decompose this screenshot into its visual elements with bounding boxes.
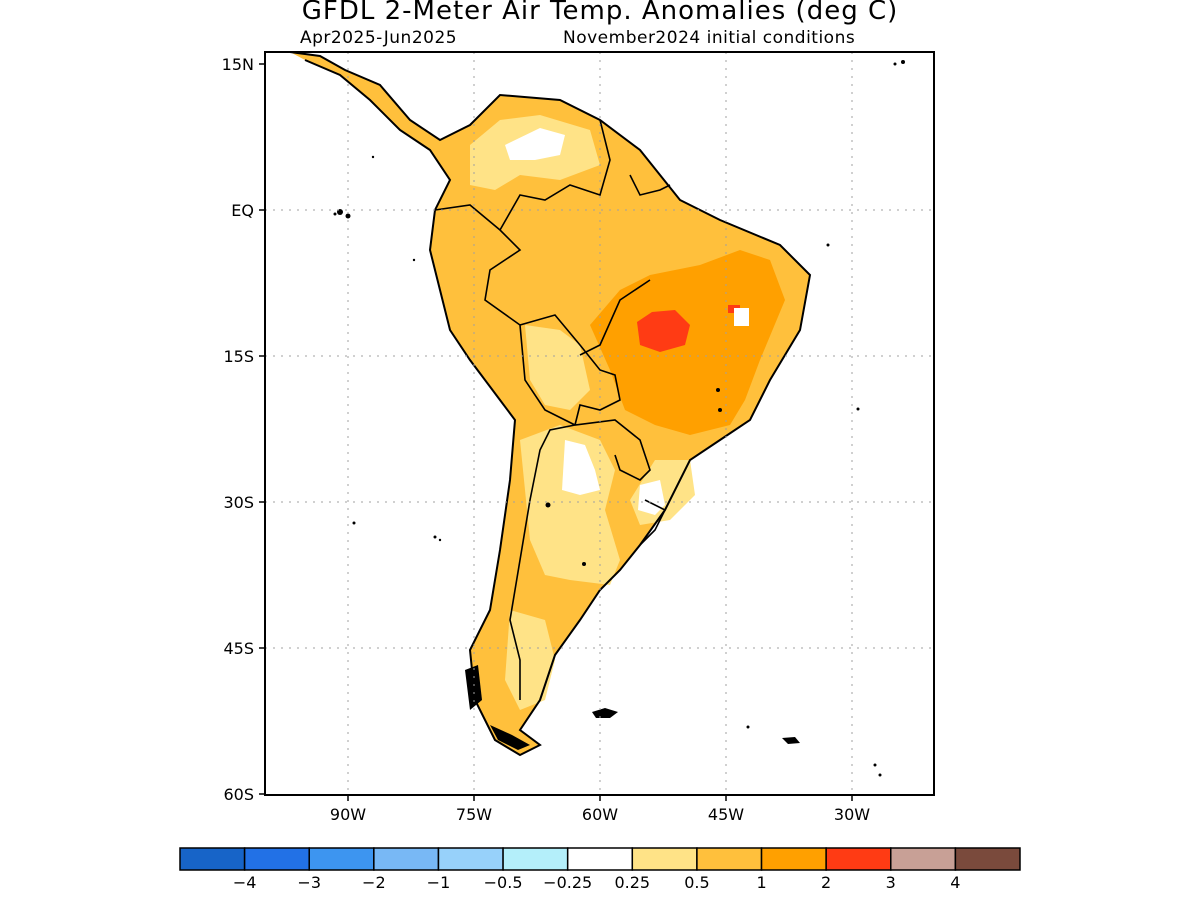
legend-label: 3 — [886, 873, 896, 892]
bolivia-pale-region — [525, 325, 590, 410]
legend-swatches — [179, 847, 1021, 871]
legend-swatch — [760, 847, 827, 871]
legend-swatch — [308, 847, 375, 871]
lon-tick-30w: 30W — [834, 805, 870, 824]
lat-tick-60s: 60S — [223, 785, 254, 804]
legend-labels: −4 −3 −2 −1 −0.5 −0.25 0.25 0.5 1 2 3 4 — [233, 873, 961, 892]
legend-swatch — [243, 847, 310, 871]
legend-label: −1 — [427, 873, 451, 892]
legend-swatch — [631, 847, 698, 871]
lon-tick-90w: 90W — [330, 805, 366, 824]
legend-swatch — [502, 847, 569, 871]
legend-label: −4 — [233, 873, 257, 892]
map-title: GFDL 2-Meter Air Temp. Anomalies (deg C) — [301, 0, 899, 26]
legend-label: 1 — [756, 873, 766, 892]
legend-label: −3 — [297, 873, 321, 892]
legend-label: 4 — [950, 873, 960, 892]
small-white-patch — [734, 308, 749, 326]
lon-tick-60w: 60W — [582, 805, 618, 824]
lat-tick-15s: 15S — [223, 347, 254, 366]
lat-tick-45s: 45S — [223, 639, 254, 658]
legend-swatch — [437, 847, 504, 871]
legend-label: −0.5 — [484, 873, 523, 892]
map-content — [289, 52, 905, 777]
islands — [333, 60, 905, 777]
legend-label: 0.5 — [684, 873, 709, 892]
axis-ticks — [259, 63, 853, 801]
lat-tick-30s: 30S — [223, 493, 254, 512]
legend-swatch — [179, 847, 246, 871]
forecast-period: Apr2025-Jun2025 — [300, 28, 458, 48]
legend-label: 2 — [821, 873, 831, 892]
legend-swatch — [373, 847, 440, 871]
legend-label: −2 — [362, 873, 386, 892]
legend-swatch — [696, 847, 763, 871]
argentina-white-region — [562, 440, 600, 495]
lat-tick-eq: EQ — [231, 201, 254, 220]
lon-tick-75w: 75W — [456, 805, 492, 824]
legend-label: 0.25 — [614, 873, 650, 892]
legend-label: −0.25 — [543, 873, 592, 892]
initial-conditions: November2024 initial conditions — [563, 28, 856, 48]
patagonia-pale-region — [505, 610, 555, 710]
hot-spot — [637, 310, 690, 352]
venezuela-white-region — [505, 128, 565, 160]
brazil-warm-region — [590, 250, 785, 435]
coastline — [289, 52, 812, 757]
legend-swatch — [566, 847, 634, 871]
lon-tick-45w: 45W — [708, 805, 744, 824]
lat-tick-15n: 15N — [222, 55, 254, 74]
legend-swatch — [954, 847, 1021, 871]
legend-swatch — [825, 847, 892, 871]
country-borders — [434, 119, 671, 700]
andes-pale-region — [520, 425, 620, 585]
legend-swatch — [890, 847, 957, 871]
